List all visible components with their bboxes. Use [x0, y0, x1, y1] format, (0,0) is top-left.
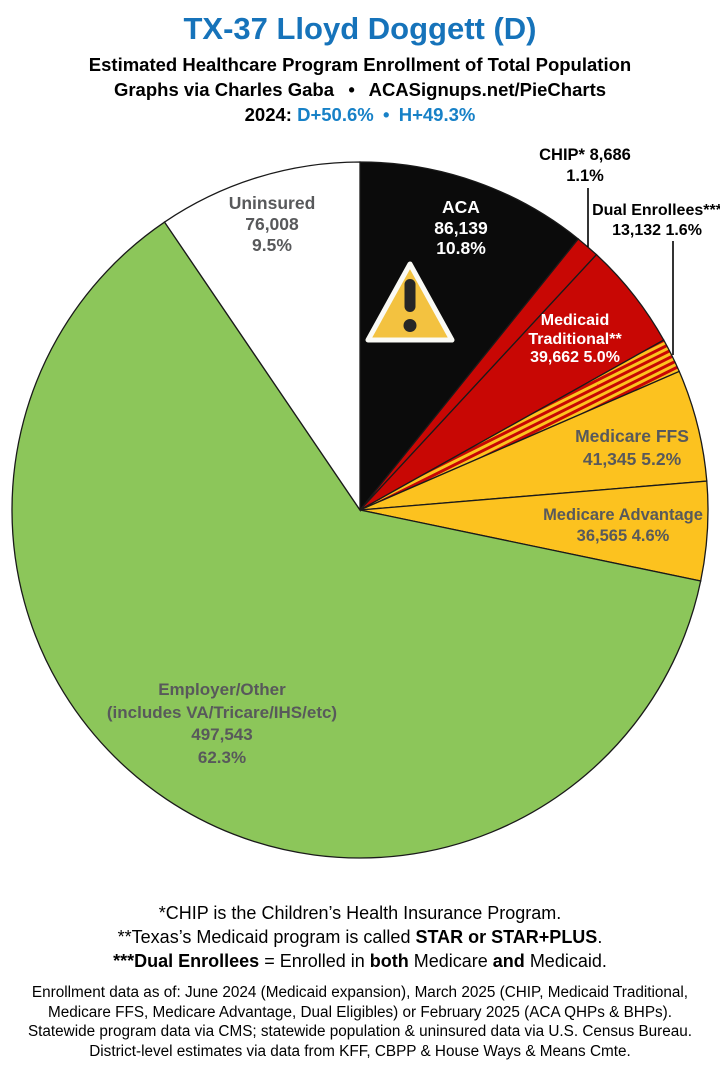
pie-chart: [11, 161, 709, 859]
election-stats: 2024: D+50.6% • H+49.3%: [244, 104, 476, 125]
source-note: Enrollment data as of: June 2024 (Medica…: [0, 983, 720, 1061]
footnote-dual: ***Dual Enrollees = Enrolled in both Med…: [113, 951, 607, 971]
subtitle: Estimated Healthcare Program Enrollment …: [88, 54, 632, 75]
source-line: Medicare FFS, Medicare Advantage, Dual E…: [47, 1003, 673, 1021]
footnotes: *CHIP is the Children’s Health Insurance…: [0, 901, 720, 973]
footnote-chip: *CHIP is the Children’s Health Insurance…: [158, 903, 562, 923]
source-line: Statewide program data via CMS; statewid…: [27, 1023, 693, 1040]
pie-slice-uninsured: [163, 161, 361, 513]
pie-chart-area: ACA 86,139 10.8% CHIP* 8,686 1.1% Medicaid Tra…: [0, 140, 720, 902]
source-line: District-level estimates via data from K…: [89, 1042, 631, 1060]
pie-slice-aca: [359, 161, 580, 512]
page-title: TX-37 Lloyd Doggett (D): [183, 11, 537, 46]
footnote-medicaid: **Texas’s Medicaid program is called STA…: [117, 927, 603, 947]
pie-slice-employer: [11, 221, 702, 859]
source-line: Enrollment data as of: June 2024 (Medica…: [31, 984, 689, 1001]
credit-line: Graphs via Charles Gaba • ACASignups.net…: [113, 79, 607, 100]
warning-icon: [365, 261, 455, 343]
header: TX-37 Lloyd Doggett (D) Estimated Health…: [0, 0, 720, 126]
